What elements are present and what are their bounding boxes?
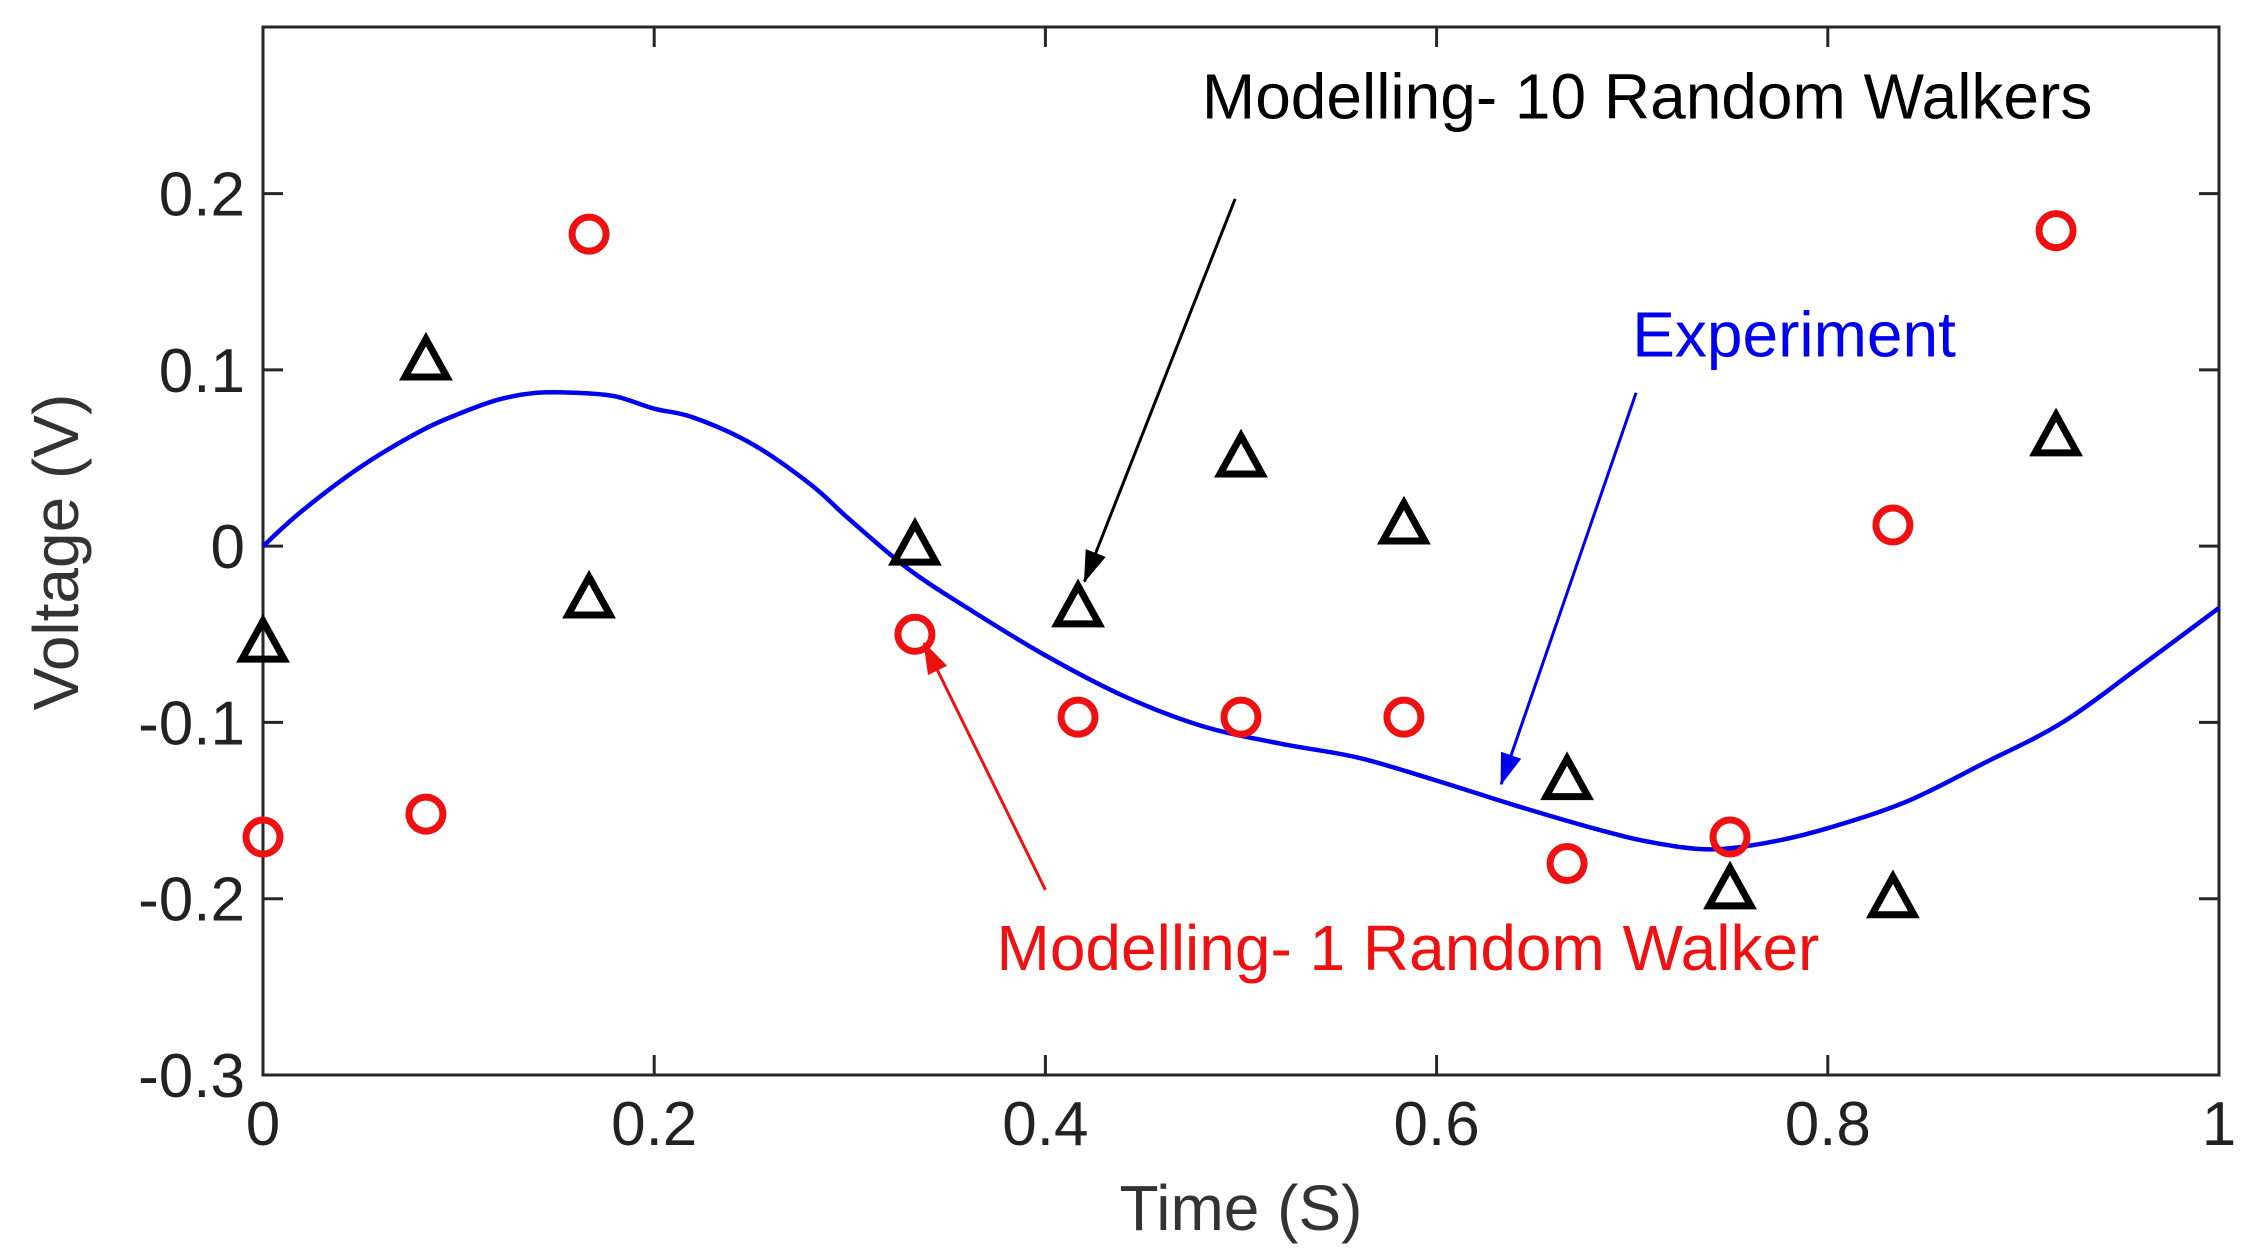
triangle-marker: [1703, 860, 1757, 910]
circle-marker: [1546, 842, 1588, 884]
triangle-marker: [1214, 428, 1268, 478]
annotation-label: Experiment: [1632, 299, 1956, 371]
triangle-marker: [2029, 407, 2083, 457]
triangle-marker: [1866, 869, 1920, 919]
triangle-marker: [236, 613, 290, 663]
annotation-layer: Modelling- 10 Random Walkers Experiment Mo…: [922, 61, 2092, 984]
triangle-marker: [399, 331, 453, 381]
circle-marker: [894, 613, 936, 655]
triangle-marker: [1051, 578, 1105, 628]
circle-marker: [1057, 696, 1099, 738]
y-tick-label: 0.2: [159, 161, 245, 230]
triangle-marker: [1377, 495, 1431, 545]
y-tick-label: 0: [211, 513, 245, 582]
circle-marker: [568, 213, 610, 255]
x-tick-label: 0.6: [1393, 1090, 1479, 1159]
triangle-marker: [888, 516, 942, 566]
experiment-line: [261, 389, 2221, 852]
x-tick-label: 1: [2202, 1090, 2236, 1159]
annotation-arrow-line: [1499, 392, 1638, 785]
circle-marker: [1383, 696, 1425, 738]
y-tick-label: 0.1: [159, 337, 245, 406]
y-axis-label: Voltage (V): [20, 394, 92, 711]
annotation-label: Modelling- 1 Random Walker: [997, 912, 1820, 984]
circle-marker: [1872, 504, 1914, 546]
axis-ticks: [261, 27, 2221, 1077]
annotation-arrow-head: [1083, 549, 1106, 583]
circle-marker: [1709, 816, 1751, 858]
x-tick-label: 0.4: [1002, 1090, 1088, 1159]
x-axis-label: Time (S): [1120, 1172, 1363, 1244]
series-layer: [236, 210, 2221, 919]
annotation-arrow-head: [1500, 751, 1522, 786]
annotation-arrow-line: [1083, 198, 1237, 582]
circle-marker: [242, 816, 284, 858]
plot-area: [261, 25, 2221, 1077]
annotation-arrow-line: [922, 642, 1047, 891]
triangle-marker: [562, 569, 616, 619]
x-tick-label: 0.2: [611, 1090, 697, 1159]
circle-marker: [405, 793, 447, 835]
x-tick-label: 0: [246, 1090, 280, 1159]
annotation-arrow-head: [923, 641, 948, 676]
circle-marker: [1220, 696, 1262, 738]
y-tick-label: -0.3: [138, 1042, 245, 1111]
y-tick-label: -0.2: [138, 866, 245, 935]
circle-marker: [2035, 210, 2077, 252]
y-tick-label: -0.1: [138, 689, 245, 758]
triangle-marker: [1540, 751, 1594, 801]
annotation-label: Modelling- 10 Random Walkers: [1202, 61, 2092, 133]
axis-tick-labels: 0 0.2 0.4 0.6 0.8 1 -0.3 -0.2 -0.1 0 0.1 0.2: [138, 161, 2236, 1159]
x-tick-label: 0.8: [1785, 1090, 1871, 1159]
